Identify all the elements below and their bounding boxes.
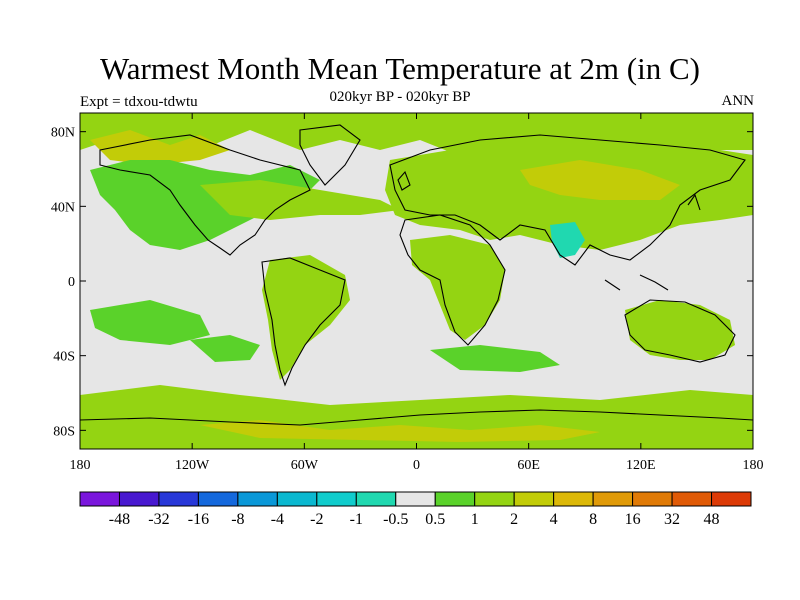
colorbar-box — [592, 491, 634, 507]
anomaly-region-arctic-warm — [90, 130, 230, 165]
lon-tick-label: 120E — [626, 458, 656, 473]
colorbar-box — [316, 491, 357, 507]
coastlines — [80, 124, 753, 426]
colorbar-boxes — [79, 491, 752, 507]
colorbar-box — [711, 491, 752, 507]
colorbar-box — [276, 491, 318, 507]
anomaly-region-india-cold — [550, 222, 585, 258]
anomaly-region-antarctic-warm — [200, 420, 600, 442]
colorbar-label: 2 — [510, 511, 518, 528]
experiment-label: Expt = tdxou-tdwtu — [80, 94, 198, 110]
anomaly-region-indian-ocean-patch — [430, 345, 560, 372]
anomaly-region-pacific-patch — [90, 300, 210, 345]
map-title: Warmest Month Mean Temperature at 2m (in… — [100, 51, 700, 86]
colorbar-box — [513, 491, 555, 507]
colorbar-box — [158, 491, 199, 507]
anomaly-fill — [80, 113, 753, 449]
coastline-eurasia — [389, 134, 746, 266]
anomaly-region-south-america — [262, 255, 350, 380]
colorbar-box — [197, 491, 239, 507]
colorbar-box — [632, 491, 673, 507]
anomaly-region-siberia-warm — [520, 160, 680, 200]
colorbar-box — [474, 491, 515, 507]
colorbar-label: 48 — [704, 511, 720, 528]
lon-tick-label: 120W — [175, 458, 210, 473]
colorbar-label: -48 — [109, 511, 130, 528]
colorbar-box — [118, 491, 160, 507]
lon-tick-label: 60W — [291, 458, 319, 473]
colorbar-label: 32 — [664, 511, 680, 528]
map-subtitle: 020kyr BP - 020kyr BP — [329, 89, 471, 105]
colorbar-box — [355, 491, 397, 507]
lat-tick-label: 40N — [51, 200, 75, 215]
anomaly-region-n-atlantic — [200, 180, 400, 220]
season-label: ANN — [721, 93, 755, 109]
colorbar-label: 0.5 — [425, 511, 445, 528]
colorbar: -48 -32 -16 -8 -4 -2 -1 -0.5 0.5 1 2 4 8 16 32 48 — [79, 491, 752, 528]
anomaly-region-s-atlantic-patch — [190, 335, 260, 362]
coastline-africa — [399, 214, 506, 346]
coastline-uk — [397, 170, 411, 191]
colorbar-box — [395, 491, 436, 507]
anomaly-region-australia — [625, 300, 735, 360]
coastline-japan-islands — [604, 193, 701, 291]
colorbar-box — [79, 491, 120, 507]
colorbar-box — [553, 491, 594, 507]
colorbar-label: 1 — [471, 511, 479, 528]
colorbar-labels: -48 -32 -16 -8 -4 -2 -1 -0.5 0.5 1 2 4 8 16 32 48 — [109, 511, 720, 528]
lat-tick-label: 80S — [53, 424, 75, 439]
lon-tick-label: 60E — [517, 458, 540, 473]
lon-tick-label: 180 — [743, 458, 764, 473]
colorbar-box — [434, 491, 476, 507]
colorbar-label: -1 — [350, 511, 363, 528]
colorbar-box — [237, 491, 278, 507]
coastline-greenland — [299, 124, 361, 186]
colorbar-label: -4 — [271, 511, 284, 528]
colorbar-label: 4 — [550, 511, 558, 528]
colorbar-label: -16 — [188, 511, 209, 528]
coastline-antarctica — [80, 409, 753, 426]
lat-tick-label: 80N — [51, 126, 75, 141]
colorbar-box — [671, 491, 713, 507]
lat-tick-label: 0 — [68, 275, 75, 290]
colorbar-label: 8 — [589, 511, 597, 528]
coastline-north-america — [99, 134, 311, 256]
lon-tick-label: 180 — [70, 458, 91, 473]
anomaly-region-africa — [410, 235, 505, 340]
map-panel: 80N 40N 0 40S 80S 180 120W 60W 0 60E 120E 180 — [51, 112, 764, 473]
colorbar-label: 16 — [625, 511, 641, 528]
lon-tick-label: 0 — [413, 458, 420, 473]
colorbar-label: -8 — [231, 511, 244, 528]
coastline-australia — [624, 299, 736, 363]
colorbar-label: -32 — [148, 511, 169, 528]
map-ticks: 80N 40N 0 40S 80S 180 120W 60W 0 60E 120E 180 — [51, 113, 764, 473]
colorbar-label: -2 — [310, 511, 323, 528]
colorbar-label: -0.5 — [383, 511, 408, 528]
lat-tick-label: 40S — [53, 350, 75, 365]
anomaly-region-arctic — [80, 113, 753, 160]
coastline-south-america — [261, 257, 346, 387]
